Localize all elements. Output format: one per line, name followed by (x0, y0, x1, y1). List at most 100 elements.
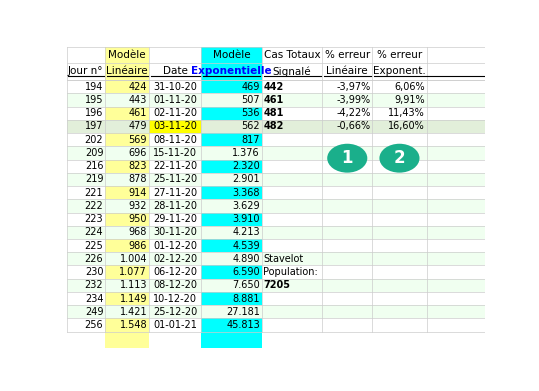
Text: 256: 256 (85, 320, 103, 330)
Bar (67, 146, 485, 160)
Text: 914: 914 (129, 188, 147, 197)
Bar (67, 305, 485, 319)
Text: 1.376: 1.376 (232, 148, 260, 158)
Text: 195: 195 (85, 95, 103, 105)
Text: 9,91%: 9,91% (395, 95, 425, 105)
Text: 25-11-20: 25-11-20 (153, 174, 197, 185)
Text: 968: 968 (129, 228, 147, 237)
Text: 1.421: 1.421 (120, 307, 147, 317)
Text: Modèle: Modèle (212, 50, 250, 60)
Text: 08-12-20: 08-12-20 (153, 280, 197, 291)
Text: 823: 823 (129, 161, 147, 171)
Bar (67, 279, 485, 292)
Bar (67, 120, 485, 133)
Text: 202: 202 (85, 135, 103, 145)
Text: 1.113: 1.113 (120, 280, 147, 291)
Text: Cas Totaux: Cas Totaux (264, 50, 320, 60)
Bar (105, 47, 149, 348)
Text: Modèle: Modèle (108, 50, 146, 60)
Bar (67, 93, 485, 106)
Text: 31-10-20: 31-10-20 (153, 82, 197, 91)
Text: -3,97%: -3,97% (336, 82, 371, 91)
Text: 569: 569 (129, 135, 147, 145)
Text: 950: 950 (129, 214, 147, 224)
Text: 442: 442 (263, 82, 284, 91)
Circle shape (379, 144, 419, 173)
Text: 481: 481 (263, 108, 284, 118)
Text: Stavelot: Stavelot (263, 254, 303, 264)
Text: -4,22%: -4,22% (336, 108, 371, 118)
Text: 424: 424 (129, 82, 147, 91)
Text: 932: 932 (129, 201, 147, 211)
Text: 6,06%: 6,06% (395, 82, 425, 91)
Text: 4.890: 4.890 (232, 254, 260, 264)
Text: 08-11-20: 08-11-20 (153, 135, 197, 145)
Text: Linéaire: Linéaire (327, 66, 368, 76)
Text: 2.320: 2.320 (232, 161, 260, 171)
Text: 219: 219 (85, 174, 103, 185)
Text: 2.901: 2.901 (232, 174, 260, 185)
Text: Exponent.: Exponent. (373, 66, 426, 76)
Text: 45.813: 45.813 (226, 320, 260, 330)
Text: 3.910: 3.910 (232, 214, 260, 224)
Text: Exponentielle: Exponentielle (191, 66, 272, 76)
Text: 696: 696 (129, 148, 147, 158)
Text: 223: 223 (85, 214, 103, 224)
Text: 817: 817 (241, 135, 260, 145)
Text: 7205: 7205 (263, 280, 291, 291)
Text: -3,99%: -3,99% (336, 95, 371, 105)
Text: 222: 222 (85, 201, 103, 211)
Text: 196: 196 (85, 108, 103, 118)
Text: % erreur: % erreur (377, 50, 422, 60)
Text: 3.629: 3.629 (232, 201, 260, 211)
Text: 8.881: 8.881 (232, 294, 260, 304)
Text: 562: 562 (241, 121, 260, 131)
Text: 224: 224 (85, 228, 103, 237)
Text: 469: 469 (241, 82, 260, 91)
Text: 986: 986 (129, 240, 147, 251)
Text: 209: 209 (85, 148, 103, 158)
Text: 479: 479 (129, 121, 147, 131)
Bar (67, 226, 485, 239)
Text: 29-11-20: 29-11-20 (153, 214, 197, 224)
Text: 216: 216 (85, 161, 103, 171)
Text: 225: 225 (85, 240, 103, 251)
Text: 02-12-20: 02-12-20 (153, 254, 197, 264)
Text: 443: 443 (129, 95, 147, 105)
Text: 15-11-20: 15-11-20 (153, 148, 197, 158)
Text: 01-11-20: 01-11-20 (153, 95, 197, 105)
Text: 28-11-20: 28-11-20 (153, 201, 197, 211)
Text: Linéaire: Linéaire (106, 66, 148, 76)
Text: 1.077: 1.077 (120, 267, 147, 277)
Text: 230: 230 (85, 267, 103, 277)
Text: 01-12-20: 01-12-20 (153, 240, 197, 251)
Text: 461: 461 (263, 95, 284, 105)
Text: 536: 536 (241, 108, 260, 118)
Text: 197: 197 (85, 121, 103, 131)
Text: % erreur: % erreur (324, 50, 370, 60)
Text: 02-11-20: 02-11-20 (153, 108, 197, 118)
Text: 11,43%: 11,43% (388, 108, 425, 118)
Text: 22-11-20: 22-11-20 (153, 161, 197, 171)
Text: 01-01-21: 01-01-21 (153, 320, 197, 330)
Text: 1.149: 1.149 (120, 294, 147, 304)
Text: 6.590: 6.590 (232, 267, 260, 277)
Text: 30-11-20: 30-11-20 (153, 228, 197, 237)
Text: -0,66%: -0,66% (336, 121, 371, 131)
Text: 03-11-20: 03-11-20 (153, 121, 197, 131)
Text: 221: 221 (85, 188, 103, 197)
Text: Date: Date (162, 66, 188, 76)
Text: 1: 1 (342, 149, 353, 167)
Text: 507: 507 (241, 95, 260, 105)
Text: 1.548: 1.548 (120, 320, 147, 330)
Text: 1.004: 1.004 (120, 254, 147, 264)
Text: 16,60%: 16,60% (388, 121, 425, 131)
Text: 4.213: 4.213 (232, 228, 260, 237)
Text: Signalé: Signalé (273, 66, 311, 77)
Text: 3.368: 3.368 (232, 188, 260, 197)
Text: 878: 878 (129, 174, 147, 185)
Text: 7.650: 7.650 (232, 280, 260, 291)
Text: 25-12-20: 25-12-20 (153, 307, 197, 317)
Text: 194: 194 (85, 82, 103, 91)
Circle shape (327, 144, 367, 173)
